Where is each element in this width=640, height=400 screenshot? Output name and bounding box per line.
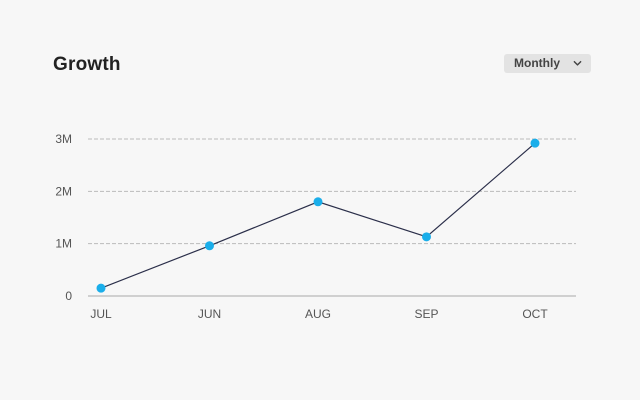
chevron-down-icon [573, 60, 582, 66]
data-point[interactable] [96, 283, 106, 293]
data-point[interactable] [313, 197, 323, 207]
x-tick-label: OCT [522, 307, 548, 321]
x-tick-label: JUN [198, 307, 221, 321]
y-tick-label: 0 [65, 289, 72, 303]
data-point[interactable] [530, 138, 540, 148]
series-line [100, 142, 536, 289]
x-tick-label: SEP [414, 307, 438, 321]
x-tick-label: AUG [305, 307, 331, 321]
x-tick-label: JUL [90, 307, 112, 321]
data-point[interactable] [422, 232, 431, 242]
y-tick-label: 3M [55, 132, 72, 146]
chart-title: Growth [53, 54, 121, 75]
y-tick-label: 2M [55, 184, 72, 198]
y-tick-label: 1M [55, 237, 72, 251]
grid-lines [88, 138, 576, 245]
period-dropdown-value: Monthly [514, 56, 560, 70]
data-points [96, 138, 540, 293]
data-point[interactable] [205, 241, 214, 251]
period-dropdown[interactable]: Monthly [504, 54, 591, 73]
x-axis-ticks: JUL JUN AUG SEP OCT [90, 307, 548, 321]
y-axis-ticks: 0 1M 2M 3M [55, 132, 72, 303]
